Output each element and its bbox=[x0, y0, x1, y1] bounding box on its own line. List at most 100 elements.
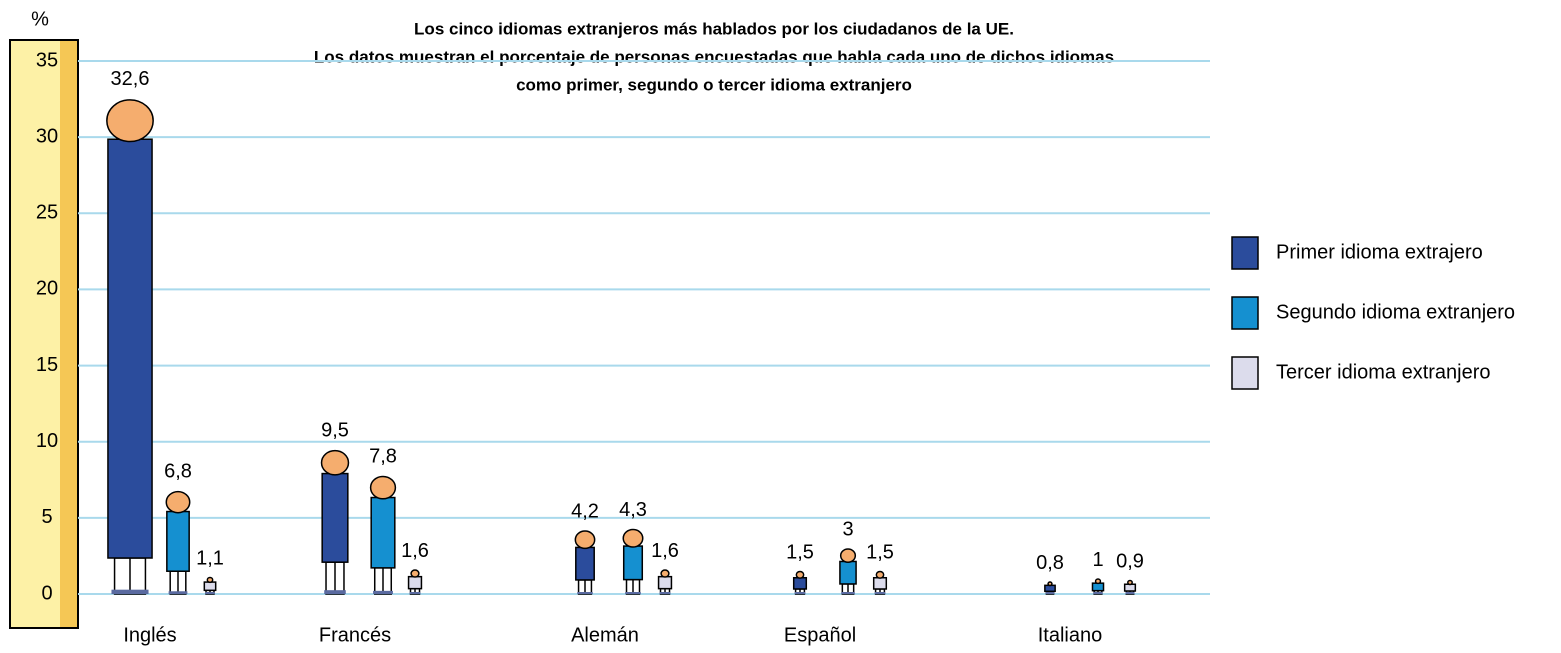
shoes bbox=[373, 590, 393, 594]
body bbox=[321, 472, 349, 563]
shoes bbox=[111, 589, 149, 594]
person-bar bbox=[792, 570, 808, 595]
shoes bbox=[577, 592, 593, 594]
head bbox=[1127, 579, 1133, 586]
x-tick-label: Español bbox=[784, 624, 856, 646]
body bbox=[1123, 583, 1137, 592]
legend-label: Primer idioma extrajero bbox=[1276, 241, 1483, 263]
head bbox=[839, 548, 857, 563]
axis-frame bbox=[9, 39, 79, 629]
person-bar bbox=[320, 449, 350, 595]
head bbox=[369, 475, 397, 500]
head bbox=[165, 490, 191, 514]
y-tick-label: 0 bbox=[41, 582, 52, 604]
person-bar bbox=[407, 569, 423, 595]
y-tick-label: 20 bbox=[36, 278, 58, 300]
head bbox=[106, 99, 154, 143]
y-tick-label: 5 bbox=[41, 506, 52, 528]
person-bar bbox=[203, 576, 217, 595]
shoes bbox=[1125, 592, 1135, 594]
body bbox=[872, 576, 888, 590]
x-tick-label: Italiano bbox=[1038, 624, 1103, 646]
body bbox=[792, 576, 808, 590]
y-axis-label: % bbox=[31, 8, 49, 30]
body bbox=[622, 545, 644, 581]
person-bar bbox=[1044, 581, 1056, 595]
body bbox=[657, 575, 673, 590]
value-label: 6,8 bbox=[164, 461, 192, 483]
y-tick-label: 30 bbox=[36, 125, 58, 147]
value-label: 1,6 bbox=[401, 540, 429, 562]
person-bar bbox=[872, 570, 888, 595]
body bbox=[407, 575, 423, 590]
chart-title: Los datos muestran el porcentaje de pers… bbox=[314, 47, 1114, 66]
shoes bbox=[205, 592, 215, 594]
head bbox=[875, 570, 885, 579]
body bbox=[166, 510, 190, 572]
shoes bbox=[874, 592, 886, 594]
value-label: 4,3 bbox=[619, 499, 647, 521]
chart-title: como primer, segundo o tercer idioma ext… bbox=[516, 75, 912, 94]
chart-title: Los cinco idiomas extranjeros más hablad… bbox=[414, 19, 1014, 38]
legend-swatch bbox=[1231, 356, 1259, 390]
head bbox=[410, 569, 420, 578]
value-label: 1 bbox=[1092, 549, 1103, 571]
shoes bbox=[168, 591, 188, 594]
value-label: 0,9 bbox=[1116, 551, 1144, 573]
shoes bbox=[659, 592, 671, 594]
head bbox=[574, 530, 596, 550]
person-bar bbox=[657, 569, 673, 595]
shoes bbox=[1045, 592, 1055, 594]
value-label: 7,8 bbox=[369, 445, 397, 467]
x-tick-label: Inglés bbox=[123, 624, 176, 646]
value-label: 3 bbox=[842, 519, 853, 541]
person-bar bbox=[1091, 578, 1105, 595]
person-bar bbox=[574, 530, 596, 595]
person-bar bbox=[165, 490, 191, 595]
shoes bbox=[841, 592, 855, 594]
body bbox=[575, 546, 595, 581]
head bbox=[1094, 578, 1102, 585]
person-bar bbox=[369, 475, 397, 595]
shoes bbox=[324, 590, 346, 594]
shoes bbox=[794, 592, 806, 594]
legend-swatch bbox=[1231, 236, 1259, 270]
y-tick-label: 25 bbox=[36, 202, 58, 224]
body bbox=[1091, 582, 1105, 592]
legend-swatch bbox=[1231, 296, 1259, 330]
value-label: 1,6 bbox=[651, 540, 679, 562]
head bbox=[660, 569, 670, 578]
body bbox=[203, 581, 217, 592]
shoes bbox=[409, 592, 421, 594]
body bbox=[107, 138, 153, 559]
person-bar bbox=[106, 99, 154, 595]
legend-label: Segundo idioma extranjero bbox=[1276, 301, 1515, 323]
y-tick-label: 15 bbox=[36, 354, 58, 376]
value-label: 0,8 bbox=[1036, 552, 1064, 574]
shoes bbox=[625, 592, 641, 594]
value-label: 1,5 bbox=[866, 541, 894, 563]
person-bar bbox=[622, 528, 644, 595]
value-label: 9,5 bbox=[321, 420, 349, 442]
x-tick-label: Francés bbox=[319, 624, 391, 646]
x-tick-label: Alemán bbox=[571, 624, 639, 646]
value-label: 32,6 bbox=[111, 68, 150, 90]
head bbox=[622, 528, 644, 548]
head bbox=[320, 449, 350, 476]
person-bar bbox=[1123, 579, 1137, 595]
body bbox=[370, 496, 396, 569]
axis-band-shade bbox=[60, 40, 78, 628]
legend-label: Tercer idioma extranjero bbox=[1276, 361, 1491, 383]
head bbox=[206, 576, 214, 584]
y-tick-label: 10 bbox=[36, 430, 58, 452]
value-label: 4,2 bbox=[571, 500, 599, 522]
head bbox=[795, 570, 805, 579]
shoes bbox=[1093, 592, 1103, 594]
person-bar bbox=[839, 548, 857, 595]
value-label: 1,1 bbox=[196, 548, 224, 570]
value-label: 1,5 bbox=[786, 541, 814, 563]
body bbox=[839, 560, 857, 585]
y-tick-label: 35 bbox=[36, 49, 58, 71]
head bbox=[1047, 581, 1053, 587]
